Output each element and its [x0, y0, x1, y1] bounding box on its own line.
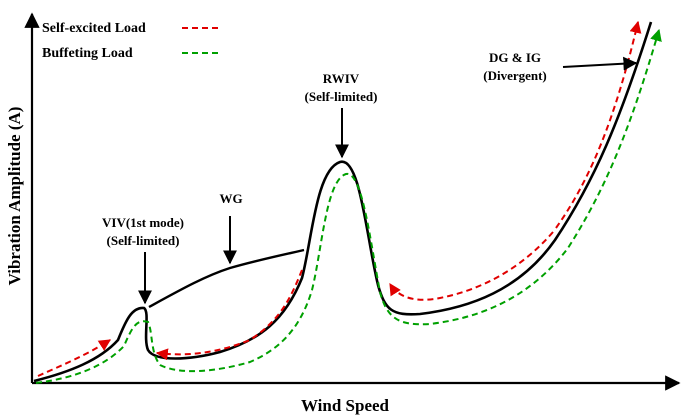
response-curve [33, 21, 653, 383]
red-arrow-3 [389, 231, 554, 301]
dgig-arrow [562, 56, 638, 71]
red-arrow-1 [37, 339, 112, 377]
y-axis-label: Vibration Amplitude (A) [5, 107, 24, 286]
rwiv-label-line1: RWIV [323, 71, 360, 86]
viv-label-line2: (Self-limited) [107, 233, 180, 248]
viv-label-line1: VIV(1st mode) [102, 215, 184, 230]
legend-buffeting-label: Buffeting Load [42, 46, 133, 61]
red-arrow-4 [555, 20, 642, 229]
self-excited-arrows [37, 20, 642, 377]
wg-branch [148, 248, 305, 309]
annotation-arrows [138, 56, 638, 305]
dgig-label-line2: (Divergent) [483, 68, 547, 83]
buffeting-curve [35, 28, 662, 384]
red-arrow-2 [155, 269, 303, 361]
wg-label: WG [219, 191, 242, 206]
rwiv-label-line2: (Self-limited) [305, 89, 378, 104]
legend: Self-excited Load Buffeting Load [42, 21, 220, 61]
dgig-label-line1: DG & IG [489, 50, 541, 65]
legend-self-excited-label: Self-excited Load [42, 21, 146, 36]
axes [24, 12, 681, 391]
x-axis-label: Wind Speed [301, 396, 390, 415]
annotations: VIV(1st mode) (Self-limited) WG RWIV (Se… [102, 50, 547, 248]
